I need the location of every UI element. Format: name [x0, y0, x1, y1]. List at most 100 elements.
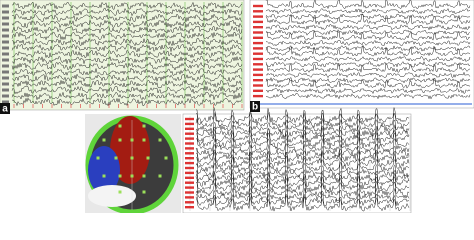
channel-label: [253, 20, 263, 24]
channel-label: [2, 22, 9, 26]
eeg-trace: [11, 91, 243, 101]
eeg-trace: [195, 143, 410, 159]
eeg-trace: [11, 37, 243, 47]
channel-label: [253, 94, 263, 98]
panel-label-box: [0, 103, 10, 114]
channel-label: [185, 142, 194, 145]
electrode: [118, 174, 122, 178]
electrode: [118, 138, 122, 142]
channel-label: [185, 181, 194, 184]
eeg-trace: [195, 195, 410, 213]
electrode: [164, 156, 168, 160]
channel-label: [185, 157, 194, 160]
channel-label: [253, 89, 263, 92]
channel-label: [253, 4, 263, 8]
hot-region: [110, 116, 150, 184]
eeg-trace: [195, 180, 410, 197]
channel-label: [253, 57, 263, 61]
channel-label: [185, 161, 194, 165]
eeg-trace: [265, 29, 471, 36]
channel-label: [253, 26, 263, 29]
eeg-trace: [11, 55, 243, 65]
panel-label: a: [2, 104, 8, 115]
channel-label: [253, 31, 263, 34]
electrode: [130, 156, 134, 160]
channel-label: [185, 201, 194, 204]
eeg-trace: [11, 85, 243, 95]
eeg-trace: [195, 124, 410, 139]
panel-label: b: [252, 102, 258, 113]
channel-label: [253, 73, 263, 77]
channel-label: [2, 16, 9, 20]
channel-label: [2, 70, 9, 74]
channel-label: [2, 58, 9, 62]
eeg-trace: [265, 55, 471, 63]
channel-label: [185, 206, 194, 209]
electrodes: [96, 124, 168, 194]
eeg-trace: [11, 25, 243, 35]
eeg-trace: [265, 29, 471, 41]
eeg-trace: [265, 76, 471, 84]
channel-label: [2, 40, 9, 44]
channel-label: [2, 10, 9, 14]
eeg-trace: [11, 19, 243, 29]
channel-label: [185, 117, 194, 121]
channel-label: [2, 76, 9, 80]
eeg-trace: [195, 151, 410, 168]
channel-label: [185, 122, 194, 126]
electrode: [118, 124, 122, 128]
eeg-trace: [265, 23, 471, 31]
channel-label: [185, 147, 194, 150]
panel-label-box: [250, 101, 260, 112]
channel-label: [2, 82, 9, 86]
eeg-trace: [265, 45, 471, 52]
channel-label: [253, 15, 263, 18]
head-map: [85, 114, 181, 213]
white-region: [88, 185, 136, 207]
channel-label: [253, 79, 263, 82]
channel-label: [185, 171, 194, 175]
channel-label: [253, 84, 263, 87]
electrode: [130, 138, 134, 142]
figure: a b: [0, 0, 474, 213]
electrode: [96, 156, 100, 160]
eeg-trace: [265, 44, 471, 57]
eeg-trace: [265, 87, 471, 95]
eeg-trace: [11, 13, 243, 23]
channel-label: [253, 68, 263, 71]
eeg-trace: [11, 49, 243, 59]
eeg-trace: [11, 67, 243, 76]
eeg-trace: [195, 155, 410, 173]
electrode: [114, 156, 118, 160]
eeg-trace: [195, 148, 410, 163]
channel-label: [185, 132, 194, 135]
eeg-trace: [265, 77, 471, 89]
channel-label: [2, 28, 9, 32]
channel-label: [2, 34, 9, 38]
electrode: [102, 138, 106, 142]
eeg-trace: [195, 136, 410, 153]
channel-label: [2, 94, 9, 98]
eeg-trace: [195, 175, 409, 193]
eeg-trace: [195, 118, 410, 134]
electrode: [118, 190, 122, 194]
channel-label: [253, 63, 263, 66]
electrode: [142, 174, 146, 178]
eeg-trace: [195, 161, 410, 178]
eeg-traces: [2, 0, 471, 213]
channel-label: [2, 46, 9, 50]
eeg-trace: [265, 39, 471, 47]
cold-region: [88, 146, 120, 194]
channel-label: [185, 166, 194, 170]
eeg-trace: [195, 168, 410, 183]
eeg-trace: [195, 171, 410, 188]
channel-label: [185, 127, 194, 130]
channel-label: [185, 191, 194, 194]
channel-label: [185, 176, 194, 179]
channel-label: [253, 52, 263, 55]
channel-label: [185, 152, 194, 155]
eeg-trace: [11, 31, 243, 41]
electrode: [142, 138, 146, 142]
channel-label: [2, 4, 9, 8]
channel-label: [185, 137, 194, 140]
